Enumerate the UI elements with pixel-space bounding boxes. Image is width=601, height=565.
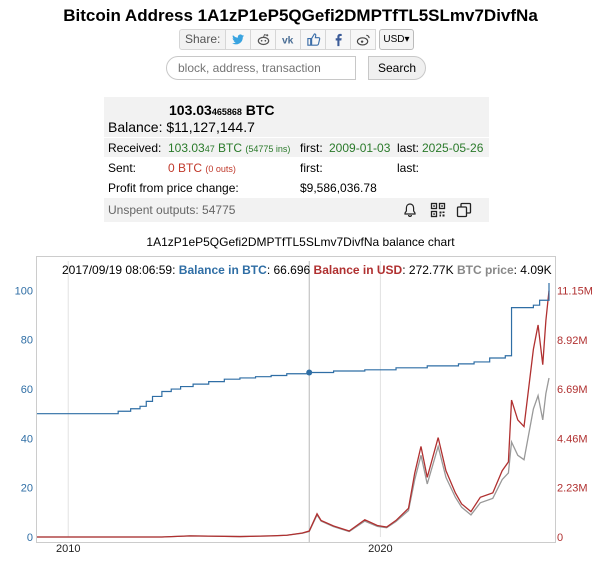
svg-text:vk: vk (282, 35, 294, 46)
received-value-small: 47 (204, 144, 215, 154)
y-right-tick-label: 8.92M (557, 335, 588, 347)
profit-label: Profit from price change: (108, 181, 239, 195)
legend-price-value: : 4.09K (513, 263, 552, 277)
y-left-tick-label: 80 (21, 335, 33, 347)
unspent-row: Unspent outputs: 54775 (104, 198, 489, 222)
legend-price-label: BTC price (456, 263, 514, 277)
series-line-usd (37, 290, 550, 538)
twitter-icon[interactable] (226, 29, 252, 50)
legend-usd-label: Balance in USD (313, 263, 403, 277)
received-value: 103.03 (168, 141, 205, 155)
sent-row: Sent: 0 BTC (0 outs) first: last: (104, 158, 489, 177)
balance-btc-main: 103.03 (169, 102, 212, 118)
x-tick-label: 2010 (56, 543, 80, 555)
x-tick-label: 2020 (368, 543, 392, 555)
sent-label: Sent: (108, 161, 137, 175)
y-left-tick-label: 20 (21, 483, 33, 495)
balance-label: Balance: (108, 119, 163, 135)
chart-legend: 2017/09/19 08:06:59: Balance in BTC: 66.… (62, 263, 552, 277)
hover-marker-dot (306, 369, 313, 376)
page-title: Bitcoin Address 1A1zP1eP5QGefi2DMPTfTL5S… (63, 6, 538, 25)
sent-last-label: last: (397, 161, 420, 175)
weibo-icon[interactable] (351, 29, 377, 50)
received-last-label: last: (397, 141, 420, 155)
y-right-tick-label: 4.46M (557, 433, 588, 445)
currency-select[interactable]: USD▾ (379, 29, 414, 50)
profit-row: Profit from price change: $9,586,036.78 (104, 178, 489, 197)
balance-row: 103.03465868 BTC Balance: $11,127,144.7 (104, 97, 489, 137)
sent-first-label: first: (300, 161, 323, 175)
balance-btc-unit: BTC (241, 102, 275, 118)
y-right-tick-label: 0 (557, 532, 563, 544)
unspent-label: Unspent outputs: 54775 (108, 203, 236, 217)
received-ins: (54775 ins) (245, 144, 291, 154)
qr-code-icon[interactable] (430, 202, 446, 218)
reddit-icon[interactable] (251, 29, 277, 50)
search-bar: Search (166, 56, 426, 82)
y-right-tick-label: 6.69M (557, 384, 588, 396)
facebook-icon[interactable] (326, 29, 352, 50)
y-left-tick-label: 40 (21, 433, 33, 445)
legend-btc-value: : 66.696 (266, 263, 311, 277)
vk-icon[interactable]: vk (276, 29, 302, 50)
balance-chart[interactable]: 2010 2020 0 20 40 60 80 100 0 2.23M 4.46M 6.69M 8.92… (0, 256, 601, 565)
search-input[interactable] (166, 56, 356, 80)
like-icon[interactable] (301, 29, 327, 50)
chart-plot-area[interactable] (36, 256, 556, 543)
share-label: Share: (179, 29, 227, 50)
bell-icon[interactable] (402, 202, 418, 218)
copy-icon[interactable] (456, 202, 472, 218)
received-unit: BTC (214, 141, 243, 155)
received-label: Received: (108, 141, 162, 155)
received-row: Received: 103.0347 BTC (54775 ins) first… (104, 138, 489, 157)
received-last-value: 2025-05-26 (422, 141, 484, 155)
y-right-tick-label: 11.15M (557, 286, 593, 298)
search-button[interactable]: Search (368, 56, 426, 80)
y-right-tick-label: 2.23M (557, 483, 588, 495)
series-line-price (37, 377, 550, 538)
y-left-tick-label: 60 (21, 384, 33, 396)
received-first-label: first: (300, 141, 323, 155)
balance-btc-small: 465868 (211, 107, 242, 117)
profit-value: $9,586,036.78 (300, 181, 377, 195)
legend-btc-label: Balance in BTC (178, 263, 267, 277)
y-left-tick-label: 100 (15, 285, 33, 297)
series-line-btc (37, 283, 550, 415)
share-bar: Share: vk USD▾ (179, 29, 414, 50)
legend-date: 2017/09/19 08:06:59: (62, 263, 176, 277)
y-left-tick-label: 0 (27, 532, 33, 544)
sent-outs: (0 outs) (205, 164, 236, 174)
received-first-value: 2009-01-03 (329, 141, 391, 155)
chart-title: 1A1zP1eP5QGefi2DMPTfTL5SLmv7DivfNa balan… (146, 235, 455, 249)
legend-usd-value: : 272.77K (402, 263, 454, 277)
sent-value: 0 BTC (168, 161, 203, 175)
balance-usd: $11,127,144.7 (166, 119, 255, 135)
